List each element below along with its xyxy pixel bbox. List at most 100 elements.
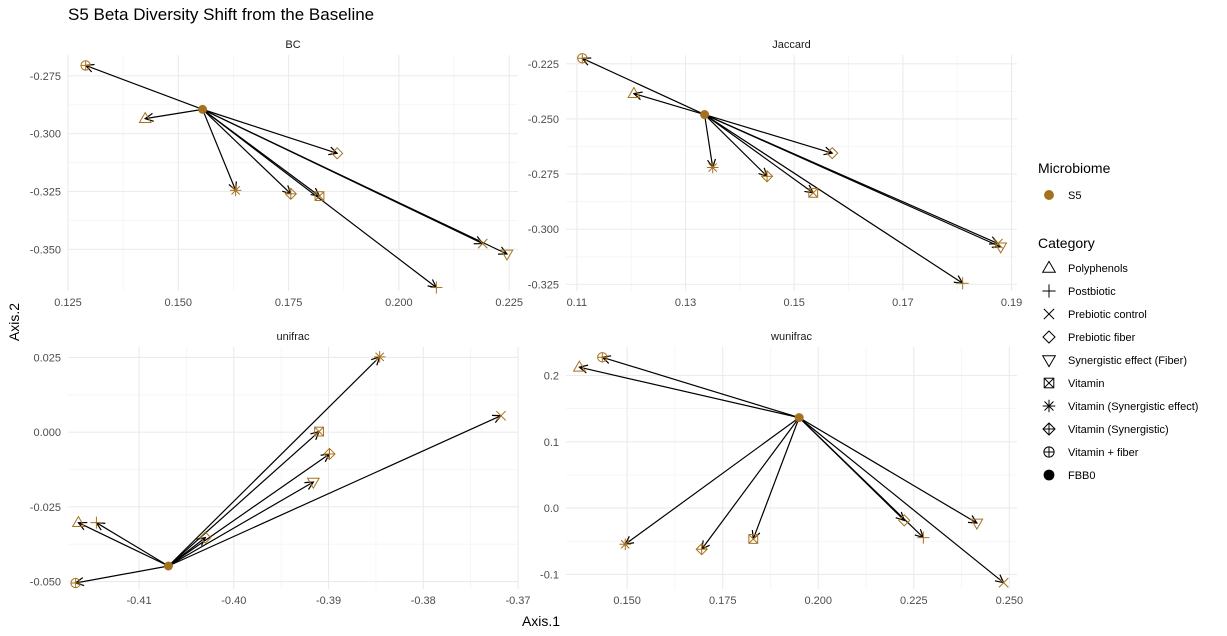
arrow-vitamin-synergistic (704, 114, 767, 177)
legend-key-synergistic-effect-fiber (1041, 355, 1057, 368)
point-vitamin-fiber (577, 53, 588, 64)
y-tick-label: -0.325 (528, 279, 559, 291)
point-prebiotic-control (477, 238, 488, 249)
point-synergistic-effect-fiber (970, 518, 984, 531)
arrow-synergistic-effect-fiber (798, 417, 977, 523)
panel-bc: 0.125 0.150 0.175 0.200 0.225 -0.275 -0.300 -0.… (30, 39, 523, 309)
point-vitamin-synergistic (695, 543, 708, 556)
point-polyphenols (71, 515, 86, 528)
x-tick-label: 0.175 (709, 595, 737, 607)
panel-unifrac: -0.41 -0.40 -0.39 -0.38 -0.37 0.025 0.000 -0.02… (30, 331, 531, 607)
x-tick-label: 0.225 (900, 595, 928, 607)
legend-category-title: Category (1038, 235, 1095, 251)
legend-key-fbb0 (1043, 469, 1055, 481)
arrow-vitamin-synergistic (702, 417, 800, 550)
legend: Microbiome S5 Category Polyphenols Postbioti… (1038, 160, 1198, 482)
legend-microbiome-title: Microbiome (1038, 160, 1111, 176)
point-vitamin (808, 187, 819, 198)
arrow-vitamin-fiber (602, 357, 800, 419)
point-vitamin (314, 426, 324, 437)
point-postbiotic (430, 281, 443, 294)
point-vitamin (314, 191, 325, 202)
y-tick-label: -0.325 (30, 187, 61, 199)
point-vitamin-synergistic-effect (706, 161, 719, 174)
point-vitamin-fiber (80, 60, 91, 71)
arrow-prebiotic-fiber (202, 108, 338, 153)
panel-jaccard: 0.11 0.13 0.15 0.17 0.19 -0.225 -0.250 -0.275 -0… (528, 39, 1022, 309)
legend-key-s5 (1044, 190, 1054, 200)
point-synergistic-effect-fiber (306, 477, 321, 490)
legend-item-s5: S5 (1068, 190, 1081, 202)
x-tick-label: 0.125 (54, 297, 82, 309)
arrow-vitamin-synergistic-effect (202, 109, 236, 190)
y-tick-label: -0.1 (540, 569, 559, 581)
arrow-polyphenols (634, 94, 705, 116)
y-tick-label: 0.2 (544, 371, 559, 383)
point-markers (70, 351, 506, 589)
x-tick-label: 0.150 (613, 595, 641, 607)
point-baseline-fbb0 (163, 561, 173, 571)
gridlines (67, 55, 518, 291)
point-prebiotic-control (998, 577, 1009, 588)
x-tick-label: -0.40 (221, 595, 246, 607)
y-tick-label: 0.0 (544, 503, 559, 515)
x-tick-label: -0.37 (505, 595, 530, 607)
shift-arrows (76, 357, 501, 583)
legend-item-prebiotic-fiber: Prebiotic fiber (1068, 332, 1136, 344)
gridlines (566, 55, 1017, 291)
panel-strip-title: unifrac (276, 331, 310, 343)
legend-key-prebiotic-fiber (1042, 330, 1056, 344)
point-postbiotic (956, 277, 969, 290)
x-tick-label: 0.15 (784, 297, 805, 309)
point-vitamin-synergistic-effect (373, 351, 386, 363)
chart-title: S5 Beta Diversity Shift from the Baselin… (68, 5, 374, 24)
legend-key-prebiotic-control (1043, 308, 1055, 320)
point-polyphenols (138, 111, 152, 123)
panel-wunifrac: 0.150 0.175 0.200 0.225 0.250 0.2 0.1 0.0 -0.1 wu… (540, 331, 1023, 607)
y-tick-label: -0.250 (528, 114, 559, 126)
point-vitamin-fiber (597, 352, 608, 363)
x-tick-label: 0.175 (275, 297, 303, 309)
legend-item-fbb0: FBB0 (1068, 470, 1096, 482)
point-synergistic-effect-fiber (994, 242, 1008, 254)
legend-key-vitamin-synergistic (1042, 422, 1056, 436)
arrow-postbiotic (202, 108, 437, 287)
point-postbiotic (90, 516, 103, 529)
point-polyphenols (572, 360, 587, 372)
point-polyphenols (627, 86, 641, 98)
point-prebiotic-control (992, 238, 1004, 249)
arrow-vitamin (753, 417, 800, 539)
x-tick-label: 0.19 (1001, 297, 1022, 309)
point-vitamin-synergistic (760, 170, 774, 183)
arrow-vitamin-synergistic-effect (703, 114, 713, 168)
point-postbiotic (917, 531, 930, 544)
legend-item-synergistic-effect-fiber: Synergistic effect (Fiber) (1068, 355, 1187, 367)
y-tick-label: -0.300 (30, 129, 61, 141)
point-vitamin-synergistic (284, 187, 298, 201)
y-tick-label: 0.1 (544, 437, 559, 449)
arrow-prebiotic-control (798, 417, 1003, 583)
point-baseline-fbb0 (794, 413, 804, 423)
arrow-vitamin-fiber (86, 65, 203, 110)
arrow-prebiotic-fiber (704, 113, 833, 154)
point-vitamin (748, 534, 759, 544)
arrow-postbiotic (704, 114, 963, 284)
x-tick-label: 0.225 (495, 297, 523, 309)
x-tick-label: -0.39 (316, 595, 341, 607)
point-prebiotic-fiber (330, 147, 344, 160)
x-tick-label: 0.200 (804, 595, 832, 607)
panel-strip-title: Jaccard (772, 39, 811, 51)
point-vitamin-synergistic-effect (619, 538, 632, 551)
arrow-prebiotic-fiber (168, 538, 205, 567)
point-markers (577, 53, 1008, 290)
arrow-synergistic-effect-fiber (202, 108, 507, 254)
arrow-polyphenols (78, 523, 169, 567)
x-tick-label: 0.17 (892, 297, 913, 309)
y-tick-label: -0.275 (528, 169, 559, 181)
arrow-prebiotic-control (168, 416, 501, 567)
legend-key-vitamin (1043, 377, 1055, 389)
shift-arrows (579, 357, 1003, 582)
arrow-vitamin-synergistic-effect (625, 417, 800, 545)
shift-arrows (582, 58, 1000, 283)
y-tick-label: 0.025 (33, 352, 61, 364)
